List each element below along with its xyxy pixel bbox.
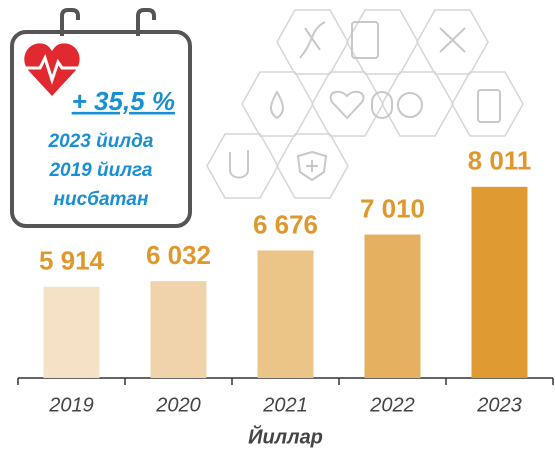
value-label: 5 914 <box>39 246 105 276</box>
annotation-line: 2019 йилга <box>48 160 152 181</box>
value-label: 6 676 <box>253 209 318 239</box>
x-axis-title: Йиллар <box>248 424 323 448</box>
x-tick-label: 2020 <box>155 394 201 416</box>
bar <box>150 281 207 378</box>
bar <box>471 186 528 378</box>
value-label: 7 010 <box>360 193 425 223</box>
x-tick-label: 2022 <box>369 394 415 416</box>
bar <box>43 286 100 378</box>
x-tick-label: 2019 <box>48 394 94 416</box>
annotation-box: + 35,5 % <box>10 8 192 228</box>
x-tick-label: 2021 <box>262 394 308 416</box>
bar <box>364 234 421 378</box>
x-tick-label: 2023 <box>476 394 522 416</box>
annotation-line: 2023 йилда <box>48 131 154 152</box>
hexagon-decor <box>206 9 524 199</box>
annotation-line: нисбатан <box>54 189 149 210</box>
value-label: 8 011 <box>468 146 532 176</box>
bar <box>257 250 314 378</box>
value-label: 6 032 <box>146 240 211 270</box>
change-label: + 35,5 % <box>72 86 175 116</box>
